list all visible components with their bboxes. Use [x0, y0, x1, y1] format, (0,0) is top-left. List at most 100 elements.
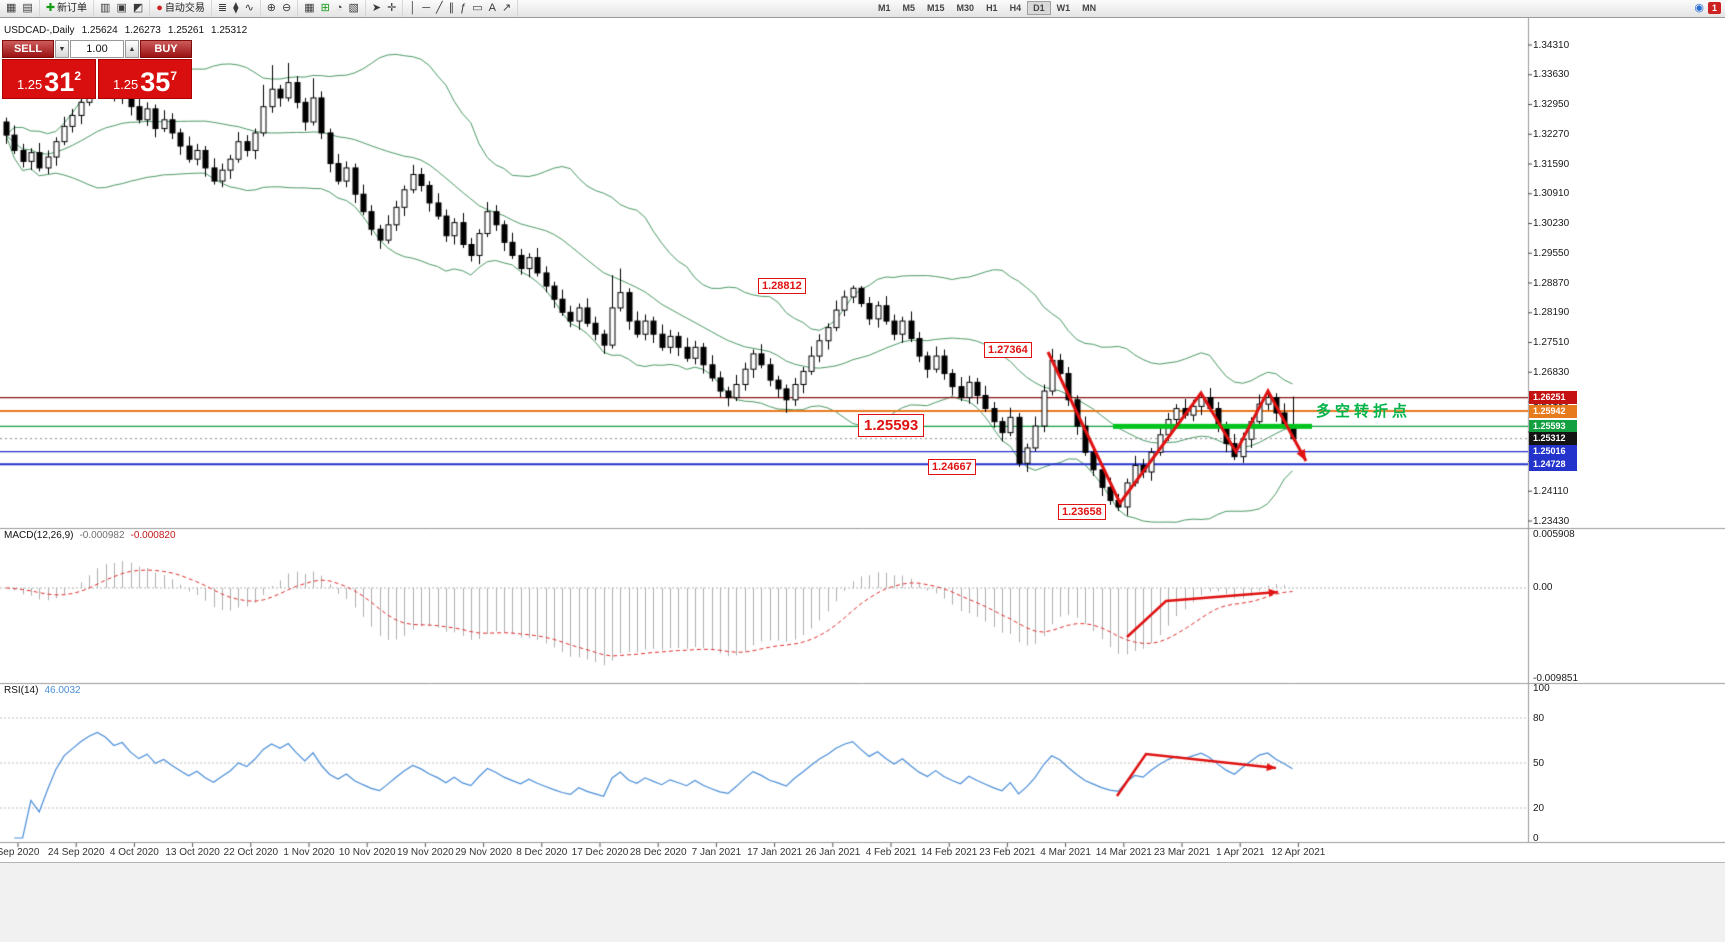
timeframe-button-m15[interactable]: M15 — [927, 3, 945, 13]
macd-scale-label: 0.005908 — [1533, 528, 1575, 540]
tile-windows-icon: ▦ — [304, 2, 315, 14]
zoom-out-icon[interactable]: ⊖ — [279, 1, 294, 16]
shapes-icon[interactable]: ▭ — [469, 1, 485, 16]
channel-icon: ∥ — [448, 2, 455, 14]
price-scale-label: 1.28190 — [1533, 307, 1570, 319]
price-annotation[interactable]: 1.25593 — [858, 414, 925, 437]
buy-quote-button[interactable]: 1.25 35 7 — [98, 59, 192, 99]
data-window-icon: ▣ — [116, 2, 127, 14]
arrows-icon[interactable]: ↗ — [499, 1, 514, 16]
ask-price-sup: 7 — [170, 69, 178, 83]
templates-icon[interactable]: ▧ — [346, 1, 362, 16]
navigator-icon[interactable]: ◩ — [130, 1, 146, 16]
rsi-scale-label: 80 — [1533, 712, 1545, 724]
toolbar: ▦ ▤ ✚ 新订单 ▥ ▣ ◩ ● 自动交易 ≣ ⧫ ∿ ⊕ ⊖ ▦ ⊞ ◔ ▧ ➤ ✛ │ ─ ╱ ∥ ƒ ▭ A ↗ M1 M5 M15… — [0, 0, 1725, 18]
panel-separator[interactable] — [0, 681, 1725, 685]
turning-point-annotation[interactable]: 多空转折点 — [1316, 403, 1412, 420]
rsi-value: 46.0032 — [44, 685, 81, 696]
timeframe-button-d1[interactable]: D1 — [1027, 1, 1051, 15]
volume-up-button[interactable]: ▲ — [125, 40, 139, 58]
vertical-line-icon[interactable]: │ — [406, 1, 419, 16]
notifications-badge[interactable]: 1 — [1707, 1, 1721, 14]
new-order-button[interactable]: ✚ 新订单 — [43, 1, 90, 16]
bar-chart-icon[interactable]: ≣ — [215, 1, 230, 16]
volume-input[interactable] — [70, 40, 124, 58]
trendline-icon: ╱ — [436, 2, 443, 14]
profiles-icon: ▤ — [22, 2, 33, 14]
community-icon[interactable]: ◉ — [1694, 2, 1704, 14]
date-scale-label: 17 Jan 2021 — [747, 847, 803, 858]
zoom-in-icon[interactable]: ⊕ — [264, 1, 279, 16]
panel-separator[interactable] — [0, 526, 1725, 530]
sell-quote-button[interactable]: 1.25 31 2 — [2, 59, 96, 99]
arrows-icon: ↗ — [502, 2, 512, 14]
price-scale-label: 1.30910 — [1533, 188, 1570, 200]
price-tag: 1.25016 — [1529, 445, 1577, 459]
date-scale-label: 26 Jan 2021 — [805, 847, 861, 858]
timeframe-button-m30[interactable]: M30 — [956, 3, 975, 13]
text-icon[interactable]: A — [486, 1, 499, 16]
date-scale-label: 7 Jan 2021 — [691, 847, 742, 858]
new-chart-icon: ▦ — [6, 2, 17, 14]
date-scale-label: 23 Feb 2021 — [979, 847, 1036, 858]
bar-chart-icon: ≣ — [217, 2, 228, 14]
horizontal-line-icon[interactable]: ─ — [419, 1, 433, 16]
price-annotation[interactable]: 1.28812 — [758, 278, 806, 294]
date-scale-label: 24 Sep 2020 — [47, 847, 105, 858]
tile-windows-icon[interactable]: ▦ — [301, 1, 317, 16]
price-scale-label: 1.28870 — [1533, 277, 1570, 289]
shapes-icon: ▭ — [472, 2, 483, 14]
cursor-icon[interactable]: ➤ — [369, 1, 384, 16]
ask-price-small: 1.25 — [112, 77, 139, 92]
date-scale-label: 1 Nov 2020 — [283, 847, 335, 858]
price-tag: 1.25942 — [1529, 404, 1577, 418]
autotrading-button-label: 自动交易 — [164, 3, 205, 14]
price-scale-label: 1.32270 — [1533, 128, 1570, 140]
crosshair-icon: ✛ — [387, 2, 397, 14]
volume-down-button[interactable]: ▼ — [55, 40, 69, 58]
period-icon[interactable]: ◔ — [333, 1, 346, 16]
line-chart-icon[interactable]: ∿ — [242, 1, 257, 16]
price-scale-label: 1.33630 — [1533, 69, 1570, 81]
price-annotation[interactable]: 1.27364 — [984, 342, 1032, 358]
candlestick-icon[interactable]: ⧫ — [230, 1, 241, 16]
new-chart-icon[interactable]: ▦ — [3, 1, 19, 16]
crosshair-icon[interactable]: ✛ — [384, 1, 399, 16]
panel-separator[interactable] — [0, 841, 1725, 845]
ask-price-big: 35 — [140, 67, 171, 97]
data-window-icon[interactable]: ▣ — [113, 1, 129, 16]
sell-button[interactable]: SELL — [2, 40, 54, 58]
timeframe-button-h4[interactable]: H4 — [1009, 3, 1022, 13]
profiles-icon[interactable]: ▤ — [19, 1, 35, 16]
ohlc-low: 1.25261 — [167, 25, 205, 36]
timeframe-button-m5[interactable]: M5 — [902, 3, 916, 13]
price-annotation[interactable]: 1.23658 — [1058, 504, 1106, 520]
price-annotation[interactable]: 1.24667 — [928, 459, 976, 475]
price-scale-label: 1.26830 — [1533, 366, 1570, 378]
macd-scale-label: -0.009851 — [1533, 672, 1579, 684]
indicators-icon[interactable]: ⊞ — [318, 1, 333, 16]
timeframe-button-h1[interactable]: H1 — [986, 3, 998, 13]
text-icon: A — [488, 2, 497, 14]
date-scale-label: 23 Mar 2021 — [1153, 847, 1211, 858]
vertical-line-icon: │ — [409, 2, 417, 14]
timeframe-button-m1[interactable]: M1 — [878, 3, 891, 13]
timeframe-button-mn[interactable]: MN — [1082, 3, 1097, 13]
timeframe-button-w1[interactable]: W1 — [1056, 3, 1071, 13]
date-scale-label: 4 Mar 2021 — [1040, 847, 1091, 858]
date-scale-label: 14 Feb 2021 — [921, 847, 978, 858]
channel-icon[interactable]: ∥ — [446, 1, 458, 16]
date-scale-label: 12 Apr 2021 — [1271, 847, 1326, 858]
trendline-icon[interactable]: ╱ — [433, 1, 446, 16]
date-scale-label: 19 Nov 2020 — [397, 847, 454, 858]
date-scale-label: 22 Oct 2020 — [223, 847, 279, 858]
price-scale-label: 1.32950 — [1533, 99, 1570, 110]
bid-price-sup: 2 — [74, 69, 82, 83]
price-scale-label: 1.29550 — [1533, 247, 1570, 259]
market-watch-icon[interactable]: ▥ — [97, 1, 113, 16]
fibonacci-icon[interactable]: ƒ — [457, 1, 469, 16]
macd-name: MACD(12,26,9) — [4, 530, 74, 541]
buy-button[interactable]: BUY — [140, 40, 192, 58]
autotrading-button[interactable]: ● 自动交易 — [153, 1, 208, 16]
